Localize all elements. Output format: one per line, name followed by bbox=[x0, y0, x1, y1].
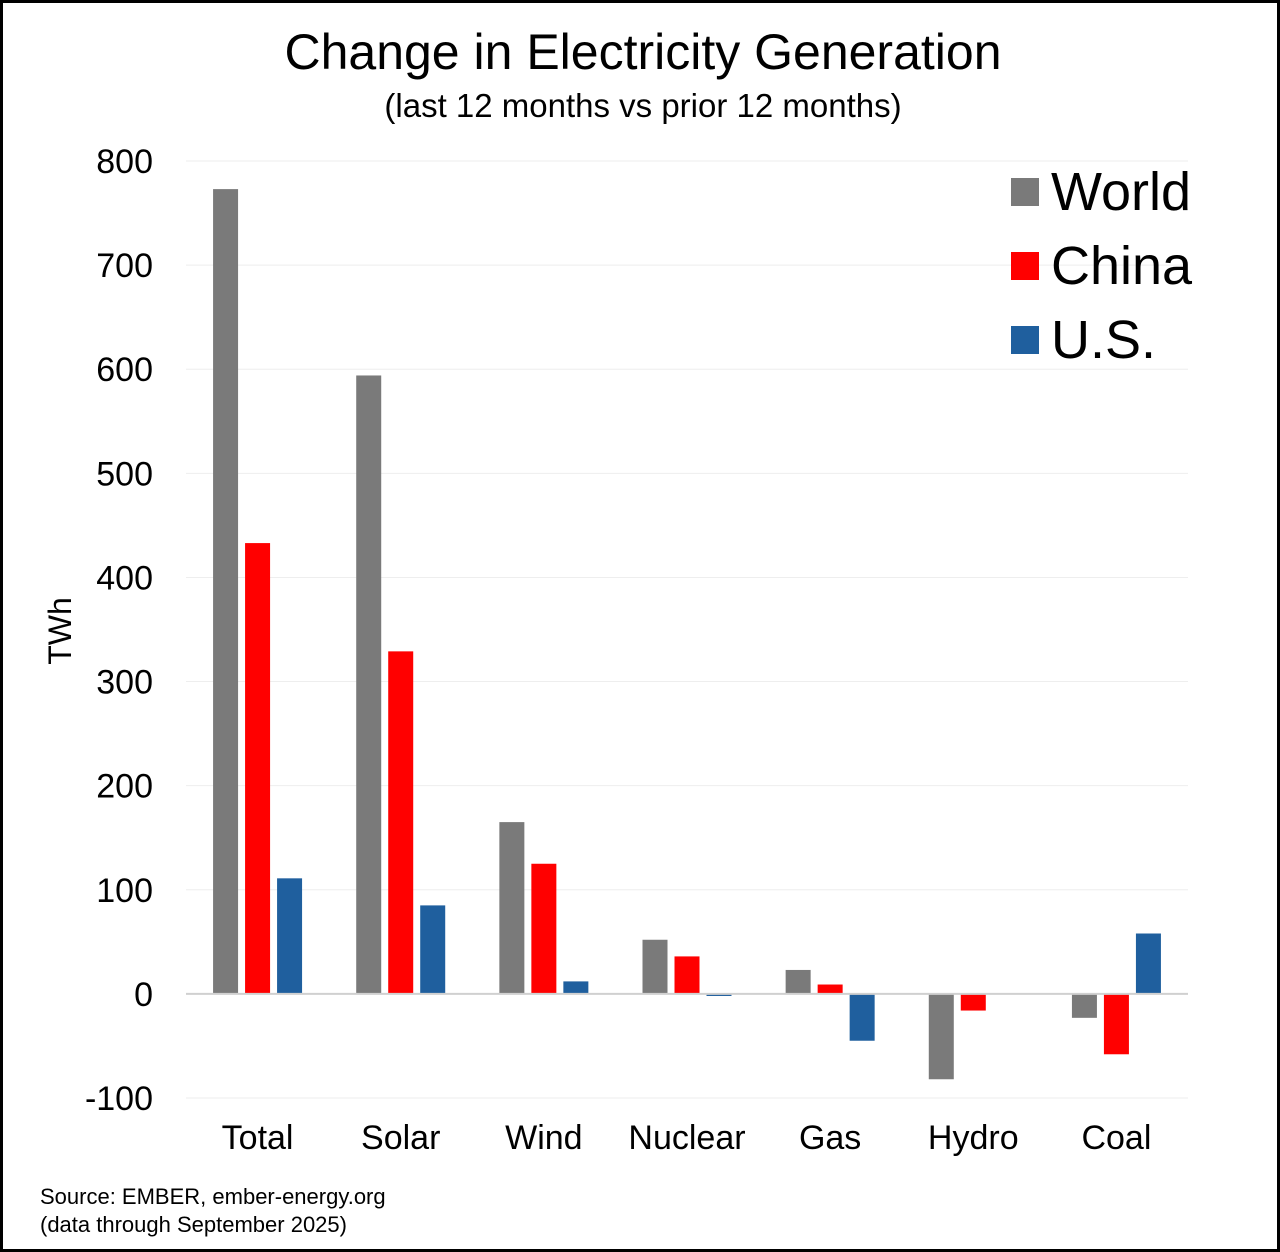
legend: World China U.S. bbox=[1011, 155, 1192, 377]
bar-china-gas bbox=[817, 984, 843, 994]
legend-item-world: World bbox=[1011, 155, 1192, 229]
y-tick-label: 400 bbox=[96, 559, 153, 597]
y-tick-label: 200 bbox=[96, 768, 153, 806]
bar-us-gas bbox=[849, 993, 875, 1041]
y-tick-label: 700 bbox=[96, 247, 153, 285]
bar-china-nuclear bbox=[674, 956, 700, 994]
bar-china-hydro bbox=[960, 993, 986, 1011]
plot-area: 800 700 600 500 400 300 200 100 0 -100 TWh Total Sol… bbox=[42, 143, 1188, 1157]
bar-world-solar bbox=[356, 375, 382, 994]
bar-us-wind bbox=[563, 981, 589, 994]
y-tick-label: 800 bbox=[96, 143, 153, 181]
bar-china-total bbox=[245, 543, 271, 994]
legend-swatch-us bbox=[1011, 326, 1039, 354]
bar-world-hydro bbox=[928, 993, 954, 1080]
y-tick-label: 500 bbox=[96, 455, 153, 493]
legend-label-world: World bbox=[1051, 162, 1192, 222]
y-tick-label: 0 bbox=[134, 976, 153, 1014]
y-tick-label: -100 bbox=[85, 1080, 153, 1118]
bar-china-solar bbox=[388, 651, 414, 994]
bar-world-coal bbox=[1071, 993, 1097, 1018]
legend-label-us: U.S. bbox=[1051, 310, 1157, 370]
bar-world-total bbox=[213, 189, 239, 994]
y-tick-label: 600 bbox=[96, 351, 153, 389]
legend-swatch-world bbox=[1011, 178, 1039, 206]
bar-china-wind bbox=[531, 863, 557, 994]
legend-label-china: China bbox=[1051, 236, 1193, 296]
x-tick-label: Wind bbox=[505, 1119, 582, 1157]
bar-china-coal bbox=[1103, 993, 1129, 1055]
source-line-1: Source: EMBER, ember-energy.org bbox=[40, 1184, 386, 1209]
bar-us-total bbox=[277, 878, 303, 994]
source-line-2: (data through September 2025) bbox=[40, 1212, 347, 1237]
y-tick-label: 100 bbox=[96, 872, 153, 910]
x-tick-label: Total bbox=[222, 1119, 294, 1157]
bar-world-wind bbox=[499, 822, 525, 994]
bar-us-solar bbox=[420, 905, 446, 994]
chart-subtitle: (last 12 months vs prior 12 months) bbox=[384, 87, 902, 124]
legend-item-us: U.S. bbox=[1011, 303, 1192, 377]
bar-us-nuclear bbox=[706, 993, 732, 996]
source-note: Source: EMBER, ember-energy.org (data th… bbox=[40, 1183, 386, 1239]
x-tick-label: Gas bbox=[799, 1119, 861, 1157]
legend-swatch-china bbox=[1011, 252, 1039, 280]
bar-world-gas bbox=[785, 969, 811, 994]
y-tick-label: 300 bbox=[96, 664, 153, 702]
x-tick-label: Nuclear bbox=[628, 1119, 745, 1157]
bar-world-nuclear bbox=[642, 939, 668, 994]
x-tick-label: Coal bbox=[1081, 1119, 1151, 1157]
y-axis-label: TWh bbox=[42, 597, 78, 665]
chart-title: Change in Electricity Generation bbox=[284, 24, 1002, 80]
bar-us-coal bbox=[1135, 933, 1161, 994]
x-tick-label: Solar bbox=[361, 1119, 440, 1157]
legend-item-china: China bbox=[1011, 229, 1192, 303]
x-tick-label: Hydro bbox=[928, 1119, 1019, 1157]
